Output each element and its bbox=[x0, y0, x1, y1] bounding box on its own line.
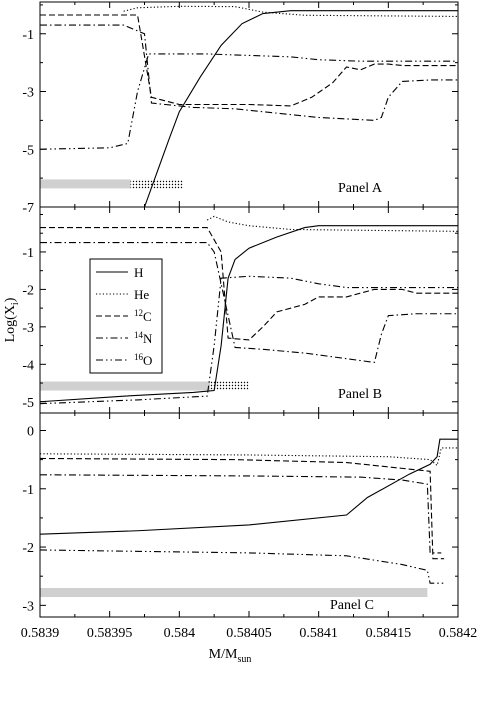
region-bar bbox=[130, 179, 184, 189]
y-axis-title-main: Log(X bbox=[3, 305, 18, 342]
legend-label-sup: 14 bbox=[134, 330, 144, 340]
series-group bbox=[40, 5, 458, 207]
series-line-he bbox=[123, 5, 458, 17]
legend-label-main: N bbox=[143, 331, 153, 346]
legend-label-main: O bbox=[143, 353, 152, 368]
x-tick-label: 0.5842 bbox=[439, 626, 478, 641]
legend-label-sup: 12 bbox=[134, 308, 143, 318]
y-tick-label: -3 bbox=[22, 86, 34, 101]
x-axis-title-sub: sun bbox=[237, 654, 251, 665]
region-bar bbox=[40, 381, 210, 391]
series-line-o16 bbox=[40, 53, 458, 150]
y-tick-label: -1 bbox=[22, 28, 34, 43]
y-tick-label: -7 bbox=[22, 201, 34, 216]
panel-a: -1 -3 -5 -7 Panel A bbox=[22, 1, 459, 216]
legend-label-sup: 16 bbox=[134, 352, 144, 362]
y-axis-title: Log(Xi) bbox=[3, 297, 21, 342]
legend-label-main: C bbox=[143, 309, 152, 324]
series-line-o16 bbox=[40, 549, 445, 584]
panel-label: Panel B bbox=[338, 387, 382, 402]
series-line-o16 bbox=[40, 275, 458, 405]
series-line-he bbox=[206, 215, 458, 232]
x-tick-label: 0.584 bbox=[164, 626, 196, 641]
x-tick-label: 0.5839 bbox=[21, 626, 60, 641]
series-line-n14 bbox=[40, 474, 442, 554]
x-axis-title-main: M/M bbox=[209, 647, 238, 662]
y-tick-label: -2 bbox=[22, 283, 34, 298]
series-line-n14 bbox=[40, 24, 458, 121]
panel-c: 0 -1 -2 -3 0.5839 0.58395 0.584 0.58405 0.5841 0.… bbox=[21, 412, 478, 641]
region-bar bbox=[209, 381, 249, 391]
series-line-c12 bbox=[40, 457, 445, 560]
series-line-he bbox=[40, 447, 458, 467]
legend-label-n14: 14N bbox=[134, 330, 153, 346]
series-line-h bbox=[143, 10, 458, 207]
x-tick-label: 0.58415 bbox=[366, 626, 412, 641]
panel-b: -1 -2 -3 -4 -5 Panel B bbox=[22, 206, 459, 414]
legend-label-h: H bbox=[134, 265, 143, 280]
y-tick-label: -5 bbox=[22, 396, 34, 411]
y-tick-label: -3 bbox=[22, 321, 34, 336]
legend: H He 12C 14N 16O bbox=[89, 258, 163, 374]
x-tick-label: 0.58395 bbox=[87, 626, 133, 641]
series-line-n14 bbox=[40, 242, 458, 364]
series-line-c12 bbox=[40, 14, 458, 107]
series-group bbox=[40, 215, 458, 405]
x-tick-label: 0.58405 bbox=[226, 626, 272, 641]
legend-label-c12: 12C bbox=[134, 308, 152, 324]
y-tick-label: -1 bbox=[22, 246, 34, 261]
series-group bbox=[40, 438, 458, 584]
region-bar bbox=[40, 588, 428, 598]
legend-label-o16: 16O bbox=[134, 352, 152, 368]
x-tick-label: 0.5841 bbox=[299, 626, 338, 641]
panel-label: Panel C bbox=[330, 598, 374, 613]
y-tick-label: -4 bbox=[22, 358, 34, 373]
y-axis-title-close: ) bbox=[3, 297, 18, 302]
series-line-c12 bbox=[40, 227, 458, 341]
region-bar bbox=[40, 179, 131, 189]
y-axis-title-sub: i bbox=[10, 302, 21, 305]
panel-label: Panel A bbox=[338, 181, 383, 196]
y-tick-label: -1 bbox=[22, 483, 34, 498]
series-line-h bbox=[40, 225, 458, 403]
x-axis-title: M/Msun bbox=[209, 647, 252, 665]
y-tick-label: -2 bbox=[22, 541, 34, 556]
panel-frame bbox=[39, 412, 459, 618]
y-tick-label: -3 bbox=[22, 599, 34, 614]
legend-label-he: He bbox=[134, 287, 149, 302]
y-tick-label: 0 bbox=[27, 424, 34, 439]
y-tick-label: -5 bbox=[22, 143, 34, 158]
series-line-h bbox=[40, 438, 458, 535]
